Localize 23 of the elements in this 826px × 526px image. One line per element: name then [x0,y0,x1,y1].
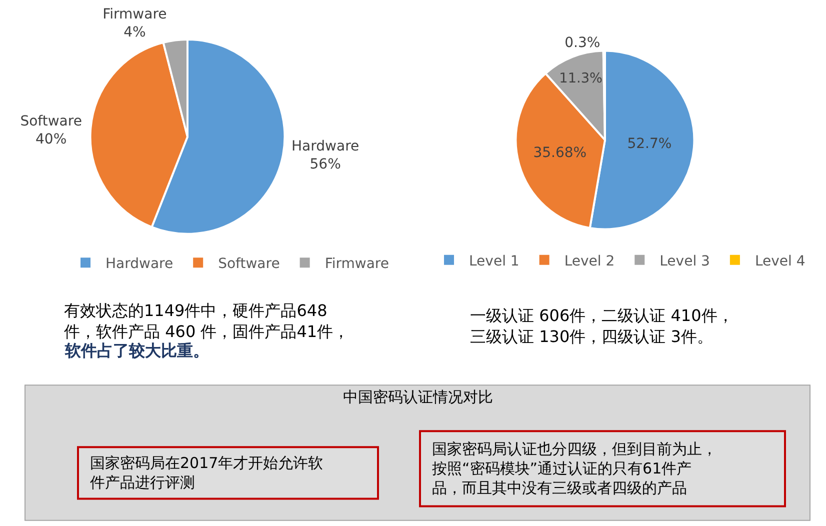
legend-label: Level 3 [660,253,710,270]
slice-label: Software [20,113,82,130]
data-label: 52.7% [627,136,672,152]
legend-label: Hardware [106,256,174,272]
data-label: 11.3% [559,70,603,86]
data-label: 56% [310,156,341,173]
legend-label: Level 1 [469,253,520,270]
data-label: 40% [36,132,67,148]
data-label: 0.3% [564,34,600,51]
slice-label: Firmware [102,6,167,22]
data-label: 35.68% [533,144,587,161]
legend-label: Software [218,256,280,272]
data-label: 4% [124,24,146,41]
legend-label: Level 2 [564,253,615,270]
text: 国家密码局在2017年才开始允许软件产品进行评测 [90,454,324,492]
text: 有效状态的1149件中，硬件产品648件，软件产品 460 件，固件产品41件， [64,301,350,341]
text: 国家密码局认证也分四级，但到目前为止，按照“密码模块”通过认证的只有61件产品，而且其中没有三级或者四级的产品 [432,440,717,497]
legend-label: Level 4 [754,253,806,270]
slice-label: Hardware [292,138,360,154]
text: 中国密码认证情况对比 [343,388,493,406]
text: 软件占了较大比重。 [64,341,209,360]
text: 一级认证 606件，二级认证 410件，三级认证 130件，四级认证 3件。 [470,306,734,346]
legend-label: Firmware [324,256,389,272]
